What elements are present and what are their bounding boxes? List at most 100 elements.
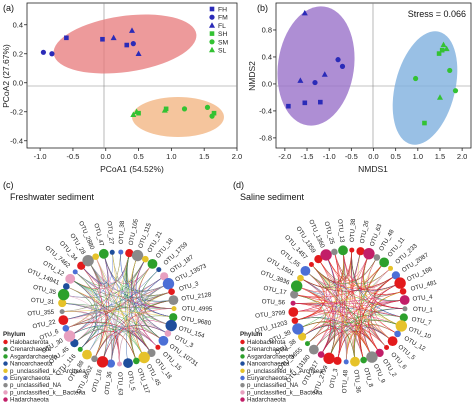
x-tick-label: 1.0 <box>166 152 176 161</box>
y-tick-label: -0.4 <box>10 136 23 145</box>
x-tick-label: 0.5 <box>133 152 143 161</box>
panel-b: (b) Stress = 0.066 -2.0 -1.5 -1.0 -0.5 0.0 0.… <box>247 2 472 174</box>
point-fm <box>339 63 346 69</box>
point-fm <box>335 57 341 63</box>
network-node <box>399 288 407 295</box>
network-node <box>162 278 175 290</box>
network-node <box>349 247 355 253</box>
panel-b-y-ticks: -0.8 -0.4 0.0 0.4 0.8 <box>259 26 276 142</box>
point-sh <box>439 47 445 53</box>
phylum-legend-swatch <box>240 368 245 373</box>
network-node <box>106 359 116 368</box>
x-tick-label: -1.5 <box>301 152 314 161</box>
node-label: OTU_2128 <box>181 291 213 302</box>
phylum-legend-label: Asgardarchaeota <box>247 353 295 360</box>
node-label: OTU_3 <box>328 367 339 389</box>
node-label: OTU_9680 <box>181 315 213 327</box>
network-edge <box>63 294 92 329</box>
network-node <box>72 269 78 275</box>
node-label: OTU_3799 <box>255 309 286 319</box>
network-node <box>394 277 406 289</box>
phylum-legend-swatch <box>240 347 245 352</box>
x-tick-label: 1.5 <box>199 152 209 161</box>
network-edge <box>70 260 100 291</box>
point-sh <box>436 51 442 56</box>
phylum-legend-swatch <box>3 347 8 352</box>
node-label: OTU_38 <box>349 218 357 242</box>
phylum-legend-swatch <box>3 354 8 359</box>
network-edge <box>94 327 164 359</box>
node-label: OTU_36 <box>104 371 114 396</box>
panel-b-stress-label: Stress = 0.066 <box>408 9 466 19</box>
network-edge <box>296 285 387 348</box>
network-node <box>366 351 378 363</box>
y-tick-label: 0.4 <box>262 53 272 62</box>
network-node <box>298 332 307 341</box>
network-node <box>394 330 401 338</box>
network-node <box>168 288 175 296</box>
legend-marker-sm <box>209 39 215 45</box>
point-fh <box>64 35 69 41</box>
node-label: OTU_48 <box>341 369 349 393</box>
network-node <box>290 300 296 306</box>
network-edge <box>293 311 364 361</box>
point-fm <box>49 51 55 57</box>
network-edge <box>87 253 130 283</box>
panel-a-saline-ellipse <box>132 97 224 137</box>
x-tick-label: 1.0 <box>413 152 423 161</box>
network-node <box>384 345 390 351</box>
phylum-legend-swatch <box>3 383 8 388</box>
phylum-legend-label: p_unclassified_k__Archaea <box>10 368 86 375</box>
node-label: OTU_481 <box>410 279 438 293</box>
point-fm <box>40 49 47 55</box>
phylum-legend-c: PhylumHalobacterotaCrenarchaeotaAsgardar… <box>3 331 86 402</box>
node-label: OTU_1 <box>413 306 434 314</box>
network-node <box>165 319 177 332</box>
network-node <box>123 358 133 368</box>
network-node <box>109 249 115 255</box>
network-node <box>82 254 94 267</box>
legend-label-fl: FL <box>218 23 226 30</box>
phylum-legend-title: Phylum <box>3 331 26 338</box>
network-node <box>131 249 144 262</box>
node-label: OTU_38 <box>118 220 126 244</box>
network-node <box>375 348 384 357</box>
node-label: OTU_8 <box>362 367 374 389</box>
network-node <box>98 248 109 259</box>
network-edge <box>368 299 405 354</box>
network-node <box>77 261 86 270</box>
node-label: OTU_5 <box>126 370 137 391</box>
network-edge <box>294 294 404 318</box>
phylum-legend-swatch <box>240 361 245 366</box>
y-tick-label: -0.2 <box>10 107 23 116</box>
network-node <box>91 355 98 363</box>
phylum-legend-swatch <box>240 354 245 359</box>
phylum-legend-swatch <box>3 339 8 345</box>
point-sl <box>133 108 140 115</box>
network-node <box>314 255 323 264</box>
point-fm <box>312 79 318 86</box>
network-edge <box>294 268 391 298</box>
network-node <box>379 257 390 268</box>
y-tick-label: 0.0 <box>13 78 23 87</box>
point-sl <box>440 41 447 48</box>
point-sm <box>209 113 215 119</box>
network-node <box>164 330 172 337</box>
network-edge <box>363 253 402 327</box>
point-sm <box>181 106 188 112</box>
point-fm <box>130 41 136 47</box>
phylum-legend-label: Nanoarchaeota <box>247 361 290 368</box>
x-tick-label: 2.0 <box>232 152 242 161</box>
network-node <box>333 356 342 365</box>
network-node <box>395 320 408 332</box>
network-edge <box>311 250 353 283</box>
network-edge <box>75 271 169 334</box>
x-tick-label: -0.5 <box>345 152 358 161</box>
point-sm <box>204 104 211 110</box>
phylum-legend-swatch <box>3 368 8 373</box>
network-node <box>142 255 149 263</box>
network-node <box>133 357 140 365</box>
network-node <box>125 249 134 258</box>
point-fl <box>129 27 135 33</box>
network-edge <box>80 269 159 350</box>
